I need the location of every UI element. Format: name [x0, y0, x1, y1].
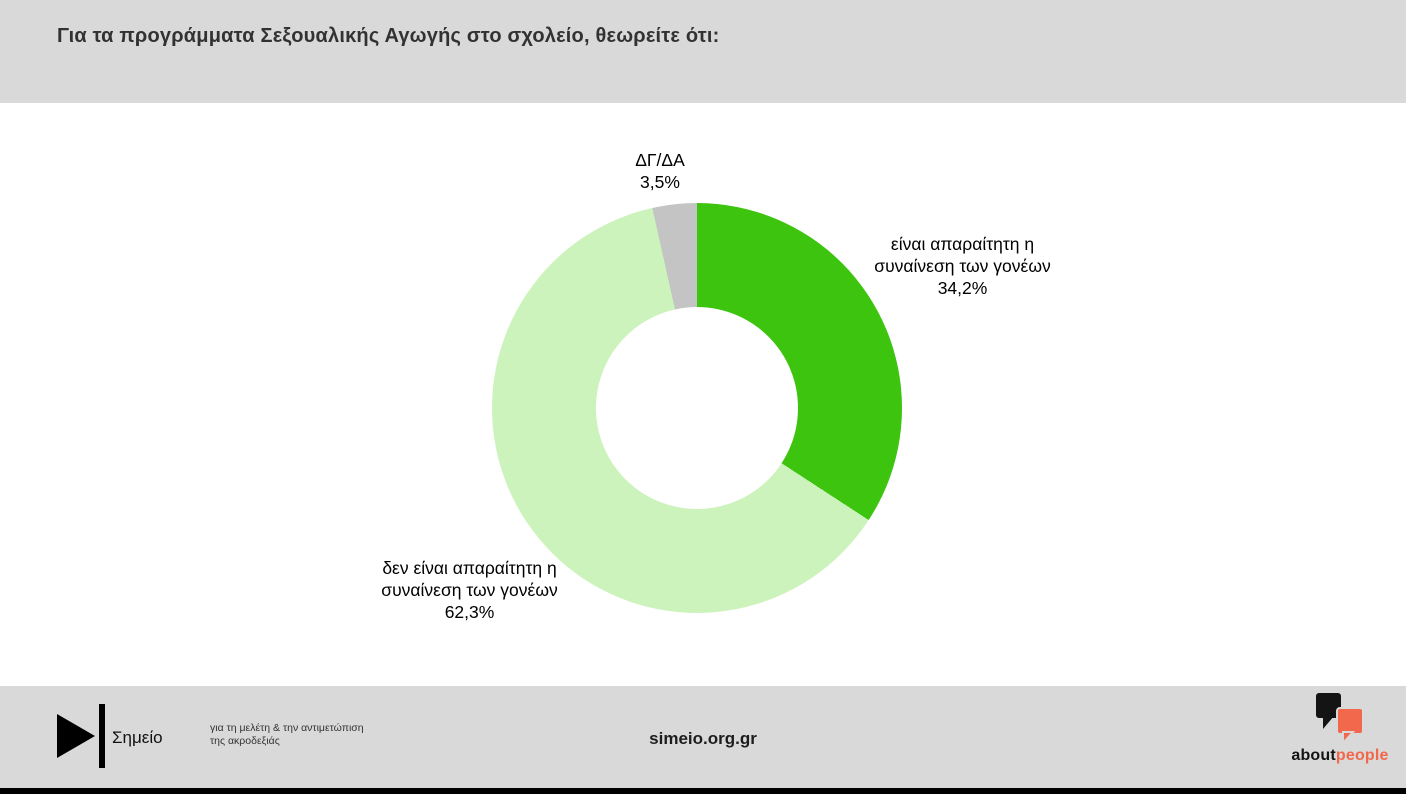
brand-people: people: [1335, 747, 1389, 764]
aboutpeople-brand: aboutpeople: [1285, 692, 1395, 765]
callout-consent-not-required-value: 62,3%: [444, 602, 495, 622]
simeio-logo-icon: [57, 704, 105, 768]
callout-dgda-label: ΔΓ/ΔΑ: [635, 150, 685, 170]
website-url: simeio.org.gr: [649, 729, 757, 748]
simeio-wordmark: Σημείο: [112, 728, 163, 747]
callout-dgda-value: 3,5%: [640, 172, 680, 192]
bottom-strip: [0, 788, 1406, 794]
brand-about: about: [1291, 747, 1336, 764]
chart-title: Για τα προγράμματα Σεξουαλικής Αγωγής στ…: [57, 25, 720, 47]
callout-consent-required: είναι απαραίτητη η συναίνεση των γονέων …: [845, 233, 1080, 299]
footer-tagline: για τη μελέτη & την αντιμετώπιση της ακρ…: [210, 722, 364, 748]
donut-chart: [492, 203, 902, 613]
callout-consent-not-required: δεν είναι απαραίτητη η συναίνεση των γον…: [352, 557, 587, 623]
header-bar: Για τα προγράμματα Σεξουαλικής Αγωγής στ…: [0, 0, 1406, 103]
callout-dgda: ΔΓ/ΔΑ 3,5%: [570, 149, 750, 193]
callout-consent-not-required-line2: συναίνεση των γονέων: [381, 580, 558, 600]
aboutpeople-wordmark: aboutpeople: [1291, 747, 1388, 765]
footer-bar: Σημείο για τη μελέτη & την αντιμετώπιση …: [0, 686, 1406, 788]
callout-consent-required-value: 34,2%: [937, 278, 988, 298]
callout-consent-required-line2: συναίνεση των γονέων: [874, 256, 1051, 276]
footer-tagline-line2: της ακροδεξιάς: [210, 735, 280, 747]
callout-consent-required-line1: είναι απαραίτητη η: [890, 234, 1035, 254]
footer-tagline-line1: για τη μελέτη & την αντιμετώπιση: [210, 722, 364, 734]
callout-consent-not-required-line1: δεν είναι απαραίτητη η: [382, 558, 557, 578]
donut-hole: [596, 307, 798, 509]
aboutpeople-logo-icon: [1316, 693, 1364, 744]
